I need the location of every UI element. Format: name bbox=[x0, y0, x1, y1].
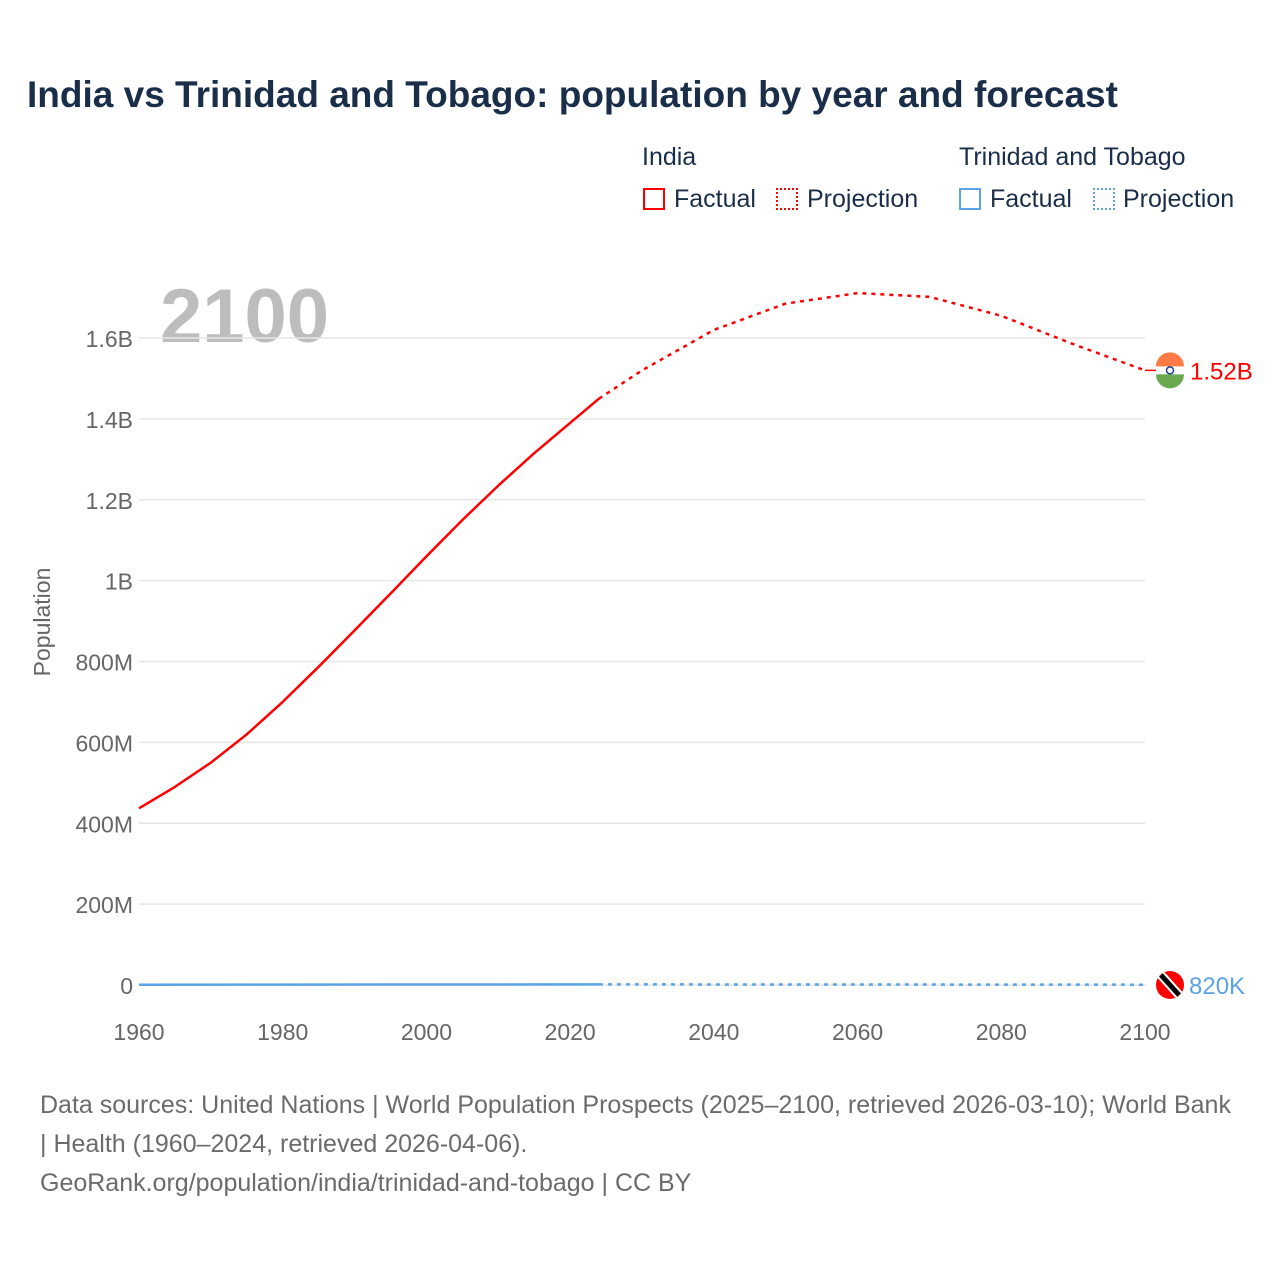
x-tick-label: 2080 bbox=[976, 1019, 1027, 1045]
y-tick-label: 1B bbox=[105, 569, 133, 595]
series-line-india-factual bbox=[138, 397, 600, 810]
legend-tt-projection[interactable]: Projection bbox=[1123, 185, 1235, 213]
x-tick-label: 2060 bbox=[832, 1019, 883, 1045]
india-flag-green bbox=[1156, 374, 1184, 389]
x-tick-label: 2000 bbox=[401, 1019, 452, 1045]
legend-swatch-tt-projection[interactable] bbox=[1093, 188, 1115, 210]
legend-india-projection[interactable]: Projection bbox=[807, 185, 919, 213]
legend-swatch-india-projection[interactable] bbox=[776, 188, 798, 210]
tt-end-label: 820K bbox=[1189, 973, 1245, 1000]
india-flag-chakra bbox=[1165, 366, 1175, 375]
trinidad-flag-black bbox=[1159, 973, 1181, 997]
x-tick-label: 2100 bbox=[1119, 1019, 1170, 1045]
y-tick-label: 1.2B bbox=[86, 488, 133, 514]
x-tick-label: 2020 bbox=[545, 1019, 596, 1045]
chart-title: India vs Trinidad and Tobago: population… bbox=[27, 74, 1118, 115]
year-watermark: 2100 bbox=[160, 274, 329, 359]
legend-swatch-india-factual[interactable] bbox=[643, 188, 665, 210]
y-axis-label: Population bbox=[29, 568, 55, 677]
legend-tt-factual[interactable]: Factual bbox=[990, 185, 1072, 213]
y-tick-label: 600M bbox=[75, 730, 133, 756]
x-tick-label: 1980 bbox=[257, 1019, 308, 1045]
y-tick-label: 1.4B bbox=[86, 407, 133, 433]
legend-swatch-tt-factual[interactable] bbox=[959, 188, 981, 210]
source-line-2[interactable]: GeoRank.org/population/india/trinidad-an… bbox=[40, 1169, 692, 1197]
india-flag-saffron bbox=[1156, 352, 1184, 367]
y-tick-label: 1.6B bbox=[86, 326, 133, 352]
x-tick-label: 1960 bbox=[113, 1019, 164, 1045]
y-tick-label: 400M bbox=[75, 811, 133, 837]
india-end-label: 1.52B bbox=[1190, 358, 1253, 385]
legend-group-tt: Trinidad and Tobago bbox=[959, 143, 1186, 171]
source-note: Data sources: United Nations | World Pop… bbox=[40, 1086, 1240, 1203]
x-tick-label: 2040 bbox=[688, 1019, 739, 1045]
y-tick-label: 200M bbox=[75, 892, 133, 918]
y-tick-label: 0 bbox=[120, 973, 133, 999]
legend-india-factual[interactable]: Factual bbox=[674, 185, 756, 213]
source-line-1: Data sources: United Nations | World Pop… bbox=[40, 1091, 1231, 1158]
y-tick-label: 800M bbox=[75, 650, 133, 676]
legend-group-india: India bbox=[642, 143, 697, 171]
series-line-india-projection bbox=[598, 291, 1146, 400]
